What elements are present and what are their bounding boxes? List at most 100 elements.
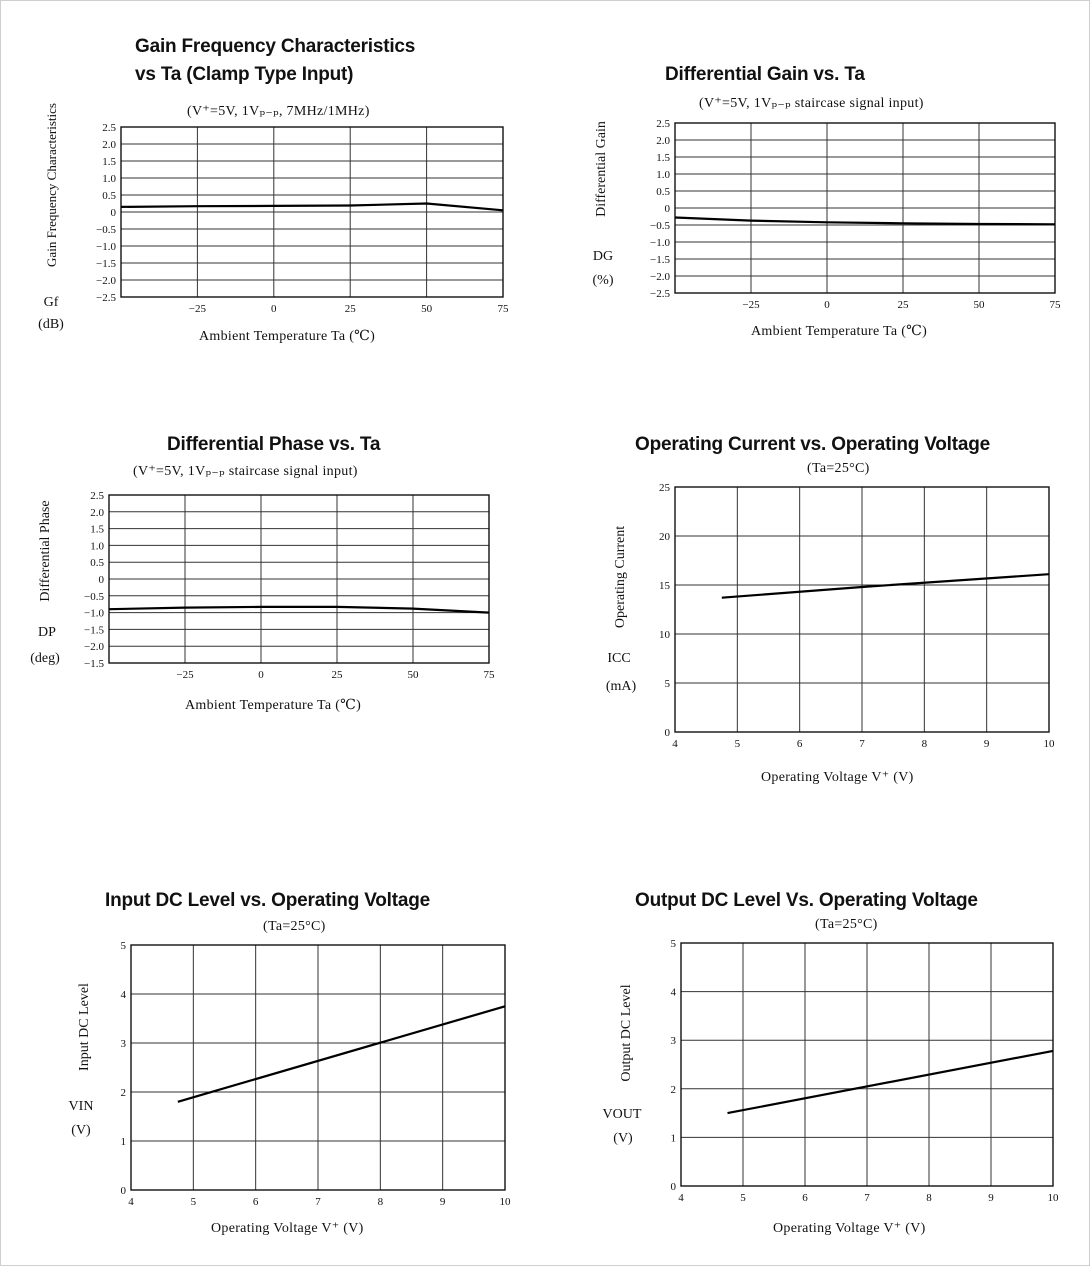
chart-subtitle: (Ta=25°C): [807, 461, 870, 476]
y-tick-label: −1.5: [650, 254, 670, 266]
y-axis-label: Operating Current: [613, 525, 628, 629]
y-tick-label: 2.5: [90, 490, 104, 502]
y-axis-label: Differential Gain: [594, 121, 609, 217]
series-line: [674, 216, 1056, 226]
y-tick-label: −2.0: [96, 275, 116, 287]
chart-title-line: Gain Frequency Characteristics: [135, 36, 416, 57]
series-line: [120, 202, 504, 212]
y-tick-label: 4: [671, 987, 677, 999]
y-axis-unit: (V): [613, 1131, 633, 1146]
y-tick-label: 0: [121, 1185, 127, 1197]
x-tick-label: 5: [191, 1196, 197, 1208]
x-tick-label: 9: [988, 1192, 994, 1204]
plot-frame: [680, 942, 1054, 1187]
y-axis-unit: (%): [592, 273, 614, 288]
y-tick-label: 1.0: [102, 173, 116, 185]
y-tick-label: 2.0: [102, 139, 116, 151]
chart-subtitle: (V⁺=5V, 1Vₚ₋ₚ, 7MHz/1MHz): [187, 104, 370, 119]
series-line: [108, 605, 490, 614]
y-tick-label: −1.0: [650, 237, 670, 249]
y-axis-symbol: ICC: [607, 651, 631, 666]
chart-plot: 2.5 2.0 1.5 1.0 0.5 0 −0.5 −1.0 −1.5 −2.0 −2.5 −25 0…: [650, 118, 1061, 311]
chart-subtitle: (V⁺=5V, 1Vₚ₋ₚ staircase signal input): [699, 96, 924, 111]
y-tick-label: 2.0: [90, 507, 104, 519]
y-tick-label: 0.5: [656, 186, 670, 198]
y-axis-symbol: DG: [592, 249, 614, 264]
x-tick-label: 8: [922, 738, 928, 750]
y-tick-label: 1.0: [90, 540, 104, 552]
y-axis-symbol: Gf: [43, 295, 59, 310]
y-tick-label: 10: [659, 629, 671, 641]
y-tick-label: −1.0: [84, 608, 104, 620]
chart-plot: 0 1 2 3 4 5 4 5 6 7 8 9 10: [121, 940, 512, 1208]
y-axis-unit: (mA): [605, 679, 637, 694]
x-tick-label: 8: [926, 1192, 932, 1204]
y-tick-label: 1: [671, 1132, 677, 1144]
x-tick-label: 75: [484, 669, 496, 681]
x-tick-label: 7: [864, 1192, 870, 1204]
chart-subtitle: (Ta=25°C): [263, 919, 326, 934]
x-tick-label: −25: [189, 303, 207, 315]
x-tick-label: 7: [315, 1196, 321, 1208]
y-tick-label: 0.5: [90, 557, 104, 569]
y-tick-label: 1.5: [90, 524, 104, 536]
y-tick-label: −1.5: [84, 658, 104, 670]
plot-frame: [674, 486, 1050, 733]
y-tick-label: 5: [671, 938, 677, 950]
chart-plot: 2.5 2.0 1.5 1.0 0.5 0 −0.5 −1.0 −1.5 −2.0 −1.5 −25 0…: [84, 490, 495, 681]
y-tick-label: 1.0: [656, 169, 670, 181]
y-axis-label: Differential Phase: [38, 500, 53, 602]
x-tick-label: 7: [859, 738, 865, 750]
y-axis-symbol: VOUT: [602, 1107, 642, 1122]
chart-title: Operating Current vs. Operating Voltage: [635, 434, 991, 455]
x-tick-label: 25: [332, 669, 344, 681]
chart-title: Output DC Level Vs. Operating Voltage: [635, 890, 978, 911]
y-tick-label: −2.5: [650, 288, 670, 300]
x-axis-label: Ambient Temperature Ta (℃): [751, 324, 928, 339]
x-tick-label: 6: [802, 1192, 808, 1204]
y-tick-label: 2.5: [656, 118, 670, 130]
series-line: [727, 1049, 1054, 1115]
y-tick-label: −2.0: [84, 641, 104, 653]
y-tick-label: 2.5: [102, 122, 116, 134]
x-axis-label: Operating Voltage V⁺ (V): [761, 770, 914, 785]
y-tick-label: 5: [665, 678, 671, 690]
x-tick-label: 50: [408, 669, 420, 681]
y-tick-label: 25: [659, 482, 671, 494]
chart-subtitle: (Ta=25°C): [815, 917, 878, 932]
x-tick-label: 8: [378, 1196, 384, 1208]
x-tick-label: 10: [500, 1196, 512, 1208]
x-tick-label: 4: [672, 738, 678, 750]
plot-frame: [130, 944, 506, 1191]
y-axis-unit: (deg): [30, 651, 60, 666]
y-tick-label: −1.5: [96, 258, 116, 270]
chart-title-line: vs Ta (Clamp Type Input): [135, 64, 354, 85]
y-tick-label: 2: [121, 1087, 127, 1099]
x-tick-label: 10: [1044, 738, 1056, 750]
y-tick-label: 4: [121, 989, 127, 1001]
x-tick-label: 5: [735, 738, 741, 750]
y-axis-unit: (V): [71, 1123, 91, 1138]
chart-title: Differential Gain vs. Ta: [665, 64, 865, 85]
x-tick-label: 10: [1048, 1192, 1060, 1204]
y-axis-symbol: DP: [38, 625, 56, 640]
x-tick-label: 6: [797, 738, 803, 750]
y-tick-label: 1: [121, 1136, 127, 1148]
x-tick-label: 50: [421, 303, 433, 315]
x-tick-label: 5: [740, 1192, 746, 1204]
plot-frame: [120, 126, 504, 298]
x-tick-label: 4: [678, 1192, 684, 1204]
y-tick-label: 5: [121, 940, 127, 952]
x-tick-label: 25: [345, 303, 357, 315]
series-line: [177, 1005, 506, 1103]
plot-frame: [108, 494, 490, 664]
x-tick-label: 50: [974, 299, 986, 311]
chart-plot: 0 5 10 15 20 25 4 5 6 7 8 9 10: [659, 482, 1055, 750]
x-axis-label: Operating Voltage V⁺ (V): [211, 1221, 364, 1236]
y-axis-label: Gain Frequency Characteristics: [44, 103, 59, 267]
y-tick-label: 0: [111, 207, 117, 219]
x-tick-label: 0: [271, 303, 277, 315]
x-axis-label: Ambient Temperature Ta (℃): [185, 698, 362, 713]
y-tick-label: 1.5: [656, 152, 670, 164]
